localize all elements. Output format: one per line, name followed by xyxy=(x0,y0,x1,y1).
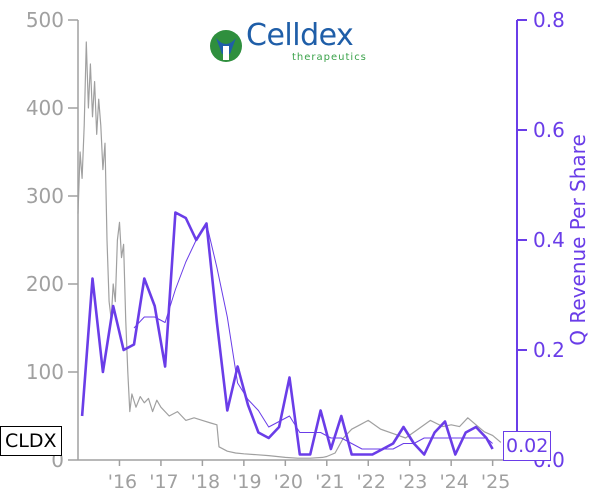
series-line-0 xyxy=(77,41,502,459)
x-axis-tick-label: '24 xyxy=(439,471,468,493)
celldex-logo-icon xyxy=(210,30,242,62)
ticker-label: CLDX xyxy=(0,426,62,456)
x-axis-tick-label: '16 xyxy=(108,471,137,493)
last-value-label: 0.02 xyxy=(503,431,552,461)
x-axis-tick-label: '17 xyxy=(149,471,178,493)
series-line-1 xyxy=(80,211,494,456)
x-axis-tick-label: '23 xyxy=(398,471,427,493)
series-line-2 xyxy=(133,223,493,450)
left-axis-tick-label: 300 xyxy=(26,184,64,208)
left-axis-tick-label: 500 xyxy=(26,8,64,32)
x-axis-tick-label: '18 xyxy=(191,471,220,493)
right-axis-tick-label: 0.4 xyxy=(533,228,565,252)
right-axis-title: Q Revenue Per Share xyxy=(566,134,590,346)
logo-name: Celldex xyxy=(246,18,354,53)
logo-subtitle: therapeutics xyxy=(292,52,367,63)
left-axis-tick-label: 100 xyxy=(26,360,64,384)
x-axis-tick-label: '25 xyxy=(481,471,510,493)
x-axis-tick-label: '19 xyxy=(232,471,261,493)
x-axis-tick-label: '22 xyxy=(357,471,386,493)
right-axis-tick-label: 0.8 xyxy=(533,8,565,32)
right-axis-tick-label: 0.6 xyxy=(533,118,565,142)
left-axis-tick-label: 200 xyxy=(26,272,64,296)
celldex-logo: Celldex therapeutics xyxy=(208,18,378,68)
left-axis-tick-label: 400 xyxy=(26,96,64,120)
right-axis-tick-label: 0.2 xyxy=(533,338,565,362)
x-axis-tick-label: '21 xyxy=(315,471,344,493)
x-axis-tick-label: '20 xyxy=(274,471,303,493)
